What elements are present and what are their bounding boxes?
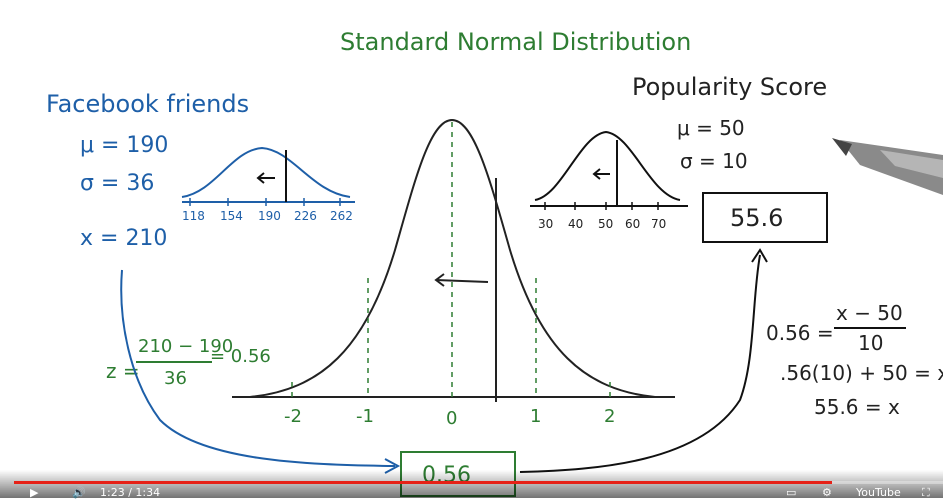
- popularity-tick: 30: [538, 217, 553, 231]
- solution-line1-numerator: x − 50: [836, 301, 903, 325]
- popularity-mini-curve: [530, 130, 688, 210]
- settings-gear-icon[interactable]: ⚙: [822, 486, 832, 499]
- z-denominator: 36: [164, 368, 187, 389]
- standard-tick-labels: -2 -1 0 1 2: [284, 406, 615, 429]
- popularity-tick: 40: [568, 217, 583, 231]
- facebook-tick: 262: [330, 209, 353, 223]
- popularity-mu: μ = 50: [677, 116, 745, 140]
- popularity-result-value: 55.6: [730, 204, 783, 232]
- facebook-sigma: σ = 36: [80, 171, 154, 196]
- progress-bar[interactable]: [14, 481, 943, 484]
- play-icon[interactable]: ▶: [30, 486, 39, 499]
- video-controls-bar: ▶ 🔊 1:23 / 1:34 ▭ ⚙ YouTube ⛶: [0, 470, 943, 499]
- standard-tick: 0: [446, 408, 457, 429]
- time-display: 1:23 / 1:34: [100, 486, 161, 499]
- z-to-score-arrow: [519, 254, 761, 473]
- facebook-mu: μ = 190: [80, 133, 168, 158]
- standard-tick: 1: [530, 406, 541, 427]
- standard-tick: -2: [284, 406, 302, 427]
- standard-tick: 2: [604, 406, 615, 427]
- solution-steps: 0.56 = x − 50 10 .56(10) + 50 = x 55.6 =…: [766, 301, 943, 419]
- volume-icon[interactable]: 🔊: [72, 486, 86, 499]
- popularity-heading: Popularity Score: [632, 73, 827, 101]
- popularity-sigma: σ = 10: [680, 149, 748, 173]
- facebook-x: x = 210: [80, 226, 167, 251]
- progress-fill: [14, 481, 832, 484]
- solution-line1-left: 0.56 =: [766, 321, 834, 345]
- facebook-tick: 226: [294, 209, 317, 223]
- solution-line1-denominator: 10: [858, 331, 883, 355]
- z-formula: z = 210 − 190 36 = 0.56: [106, 336, 271, 389]
- pen-tip: [832, 138, 943, 195]
- facebook-tick: 190: [258, 209, 281, 223]
- solution-line3: 55.6 = x: [814, 395, 900, 419]
- page-title: Standard Normal Distribution: [340, 28, 691, 56]
- facebook-heading: Facebook friends: [46, 90, 249, 118]
- standard-tick: -1: [356, 406, 374, 427]
- facebook-tick: 118: [182, 209, 205, 223]
- captions-icon[interactable]: ▭: [786, 486, 797, 499]
- popularity-tick: 60: [625, 217, 640, 231]
- standard-normal-curve: [232, 118, 675, 402]
- facebook-mini-curve: [181, 146, 355, 206]
- popularity-result-box: [702, 192, 828, 243]
- z-numerator: 210 − 190: [138, 336, 233, 357]
- popularity-tick: 70: [651, 217, 666, 231]
- arrowhead: [751, 248, 768, 263]
- facebook-tick-labels: 118 154 190 226 262: [182, 209, 353, 223]
- facebook-to-z-arrow: [120, 269, 396, 467]
- popularity-tick-labels: 30 40 50 60 70: [538, 217, 666, 231]
- popularity-tick: 50: [598, 217, 613, 231]
- facebook-tick: 154: [220, 209, 243, 223]
- z-result: = 0.56: [210, 346, 271, 367]
- solution-line2: .56(10) + 50 = x: [780, 361, 943, 385]
- youtube-brand[interactable]: YouTube: [856, 486, 901, 499]
- fullscreen-icon[interactable]: ⛶: [922, 486, 930, 499]
